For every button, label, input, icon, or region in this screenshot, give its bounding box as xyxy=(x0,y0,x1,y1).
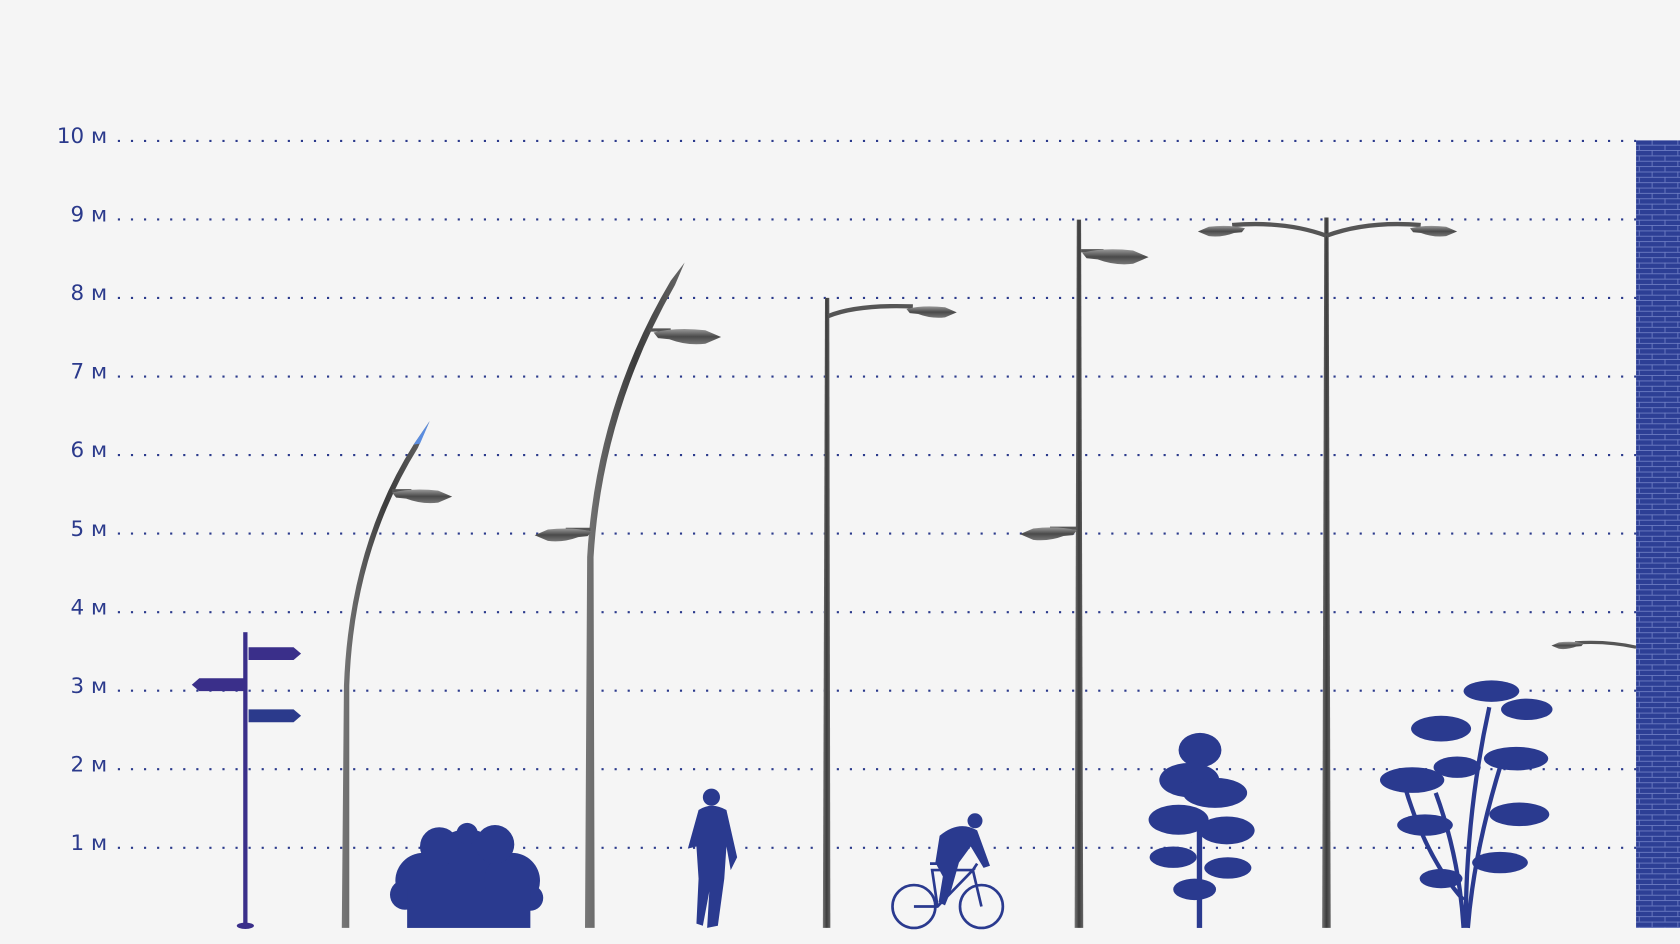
person-silhouette xyxy=(687,788,738,928)
height-label: 6 м xyxy=(71,438,108,463)
height-label: 10 м xyxy=(57,124,107,149)
height-label: 5 м xyxy=(71,517,108,542)
height-label: 1 м xyxy=(71,831,108,856)
lamp-pole-8m xyxy=(822,297,957,928)
signpost xyxy=(191,632,302,929)
bush-silhouette xyxy=(390,822,544,928)
cyclist-silhouette xyxy=(891,813,1005,930)
height-label: 8 м xyxy=(71,281,108,306)
wall-lamp xyxy=(1551,640,1637,650)
lamp-pole-9m-two-levels xyxy=(1020,219,1149,928)
height-gridlines xyxy=(117,139,1637,849)
tree-silhouette-small xyxy=(1148,732,1255,928)
height-label: 9 м xyxy=(71,203,108,228)
height-label: 7 м xyxy=(71,360,108,385)
tree-silhouette-large xyxy=(1380,680,1553,929)
brick-wall xyxy=(1636,140,1680,928)
height-label: 4 м xyxy=(71,595,108,620)
height-labels: 10 м 9 м 8 м 7 м 6 м 5 м 4 м 3 м 2 м 1 м xyxy=(57,124,107,856)
lamp-pole-9m-double xyxy=(1197,217,1458,928)
lamp-pole-curved-6m xyxy=(341,421,453,928)
height-label: 2 м xyxy=(71,752,108,777)
height-label: 3 м xyxy=(71,674,108,699)
lamp-pole-curved-8m xyxy=(534,262,722,928)
